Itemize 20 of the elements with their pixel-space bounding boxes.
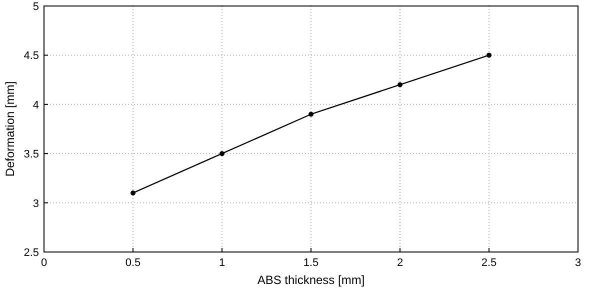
x-tick-label: 2 — [396, 257, 404, 269]
x-axis-title: ABS thickness [mm] — [257, 273, 365, 287]
point — [398, 82, 402, 88]
x-tick-label: 0.5 — [125, 257, 141, 269]
y-tick-label: 4 — [32, 99, 39, 112]
y-tick-label: 5 — [32, 1, 39, 13]
y-tick-label: 2.5 — [24, 247, 39, 259]
x-tick-label: 0 — [40, 257, 48, 269]
y-axis-title: Deformation [mm] — [3, 81, 17, 177]
point — [308, 112, 314, 117]
x-tick-label: 1.5 — [303, 257, 319, 269]
point — [486, 52, 492, 58]
y-tick-label: 3 — [32, 198, 39, 210]
y-tick-label: 4.5 — [24, 50, 39, 62]
x-tick-label: 3 — [574, 257, 582, 269]
x-tick-label: 2.5 — [481, 257, 497, 269]
point — [130, 190, 136, 196]
y-tick-label: 3.5 — [24, 148, 39, 161]
x-tick-label: 1 — [218, 257, 226, 269]
point — [220, 151, 224, 156]
